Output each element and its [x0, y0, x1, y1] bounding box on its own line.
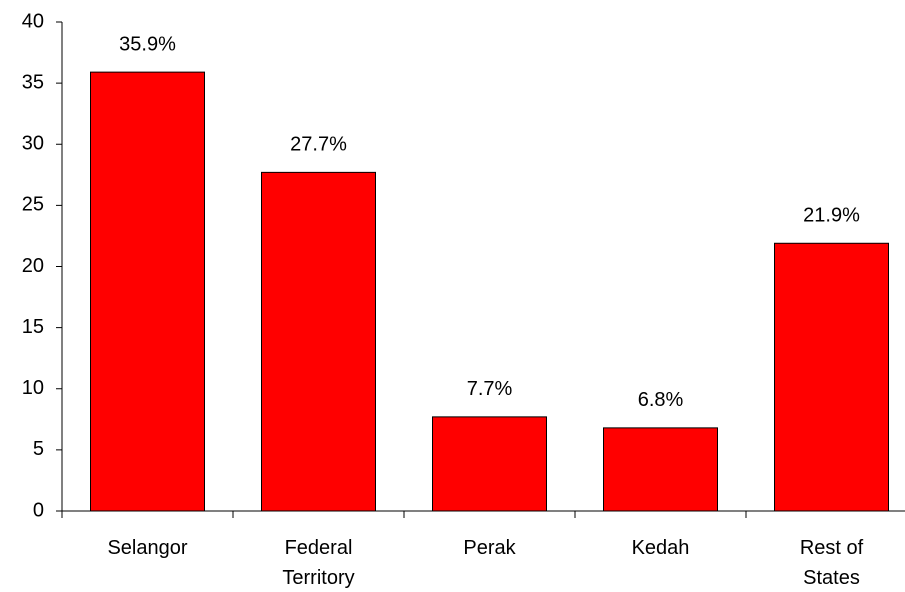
value-label: 6.8% [638, 389, 684, 411]
y-tick-label: 35 [22, 71, 44, 93]
value-label: 21.9% [803, 205, 860, 227]
value-label: 35.9% [119, 33, 176, 55]
y-tick-label: 10 [22, 377, 44, 399]
y-tick-label: 0 [33, 499, 44, 521]
x-tick-label: Kedah [631, 537, 690, 559]
bar [261, 171, 376, 512]
y-tick-label: 5 [33, 438, 44, 460]
y-tick-label: 40 [22, 10, 44, 32]
bar [603, 427, 718, 512]
x-tick-label: Perak [463, 537, 516, 559]
bar [90, 71, 205, 512]
x-tick-label: Federal Territory [282, 537, 355, 589]
y-tick-label: 25 [22, 194, 44, 216]
y-tick-label: 30 [22, 133, 44, 155]
value-label: 7.7% [467, 378, 513, 400]
y-tick-label: 20 [22, 255, 44, 277]
x-tick-label: Rest of States [799, 537, 864, 589]
bar [432, 416, 547, 512]
bar [774, 242, 889, 512]
y-tick-label: 15 [22, 316, 44, 338]
value-label: 27.7% [290, 134, 347, 156]
x-tick-label: Selangor [107, 537, 188, 559]
